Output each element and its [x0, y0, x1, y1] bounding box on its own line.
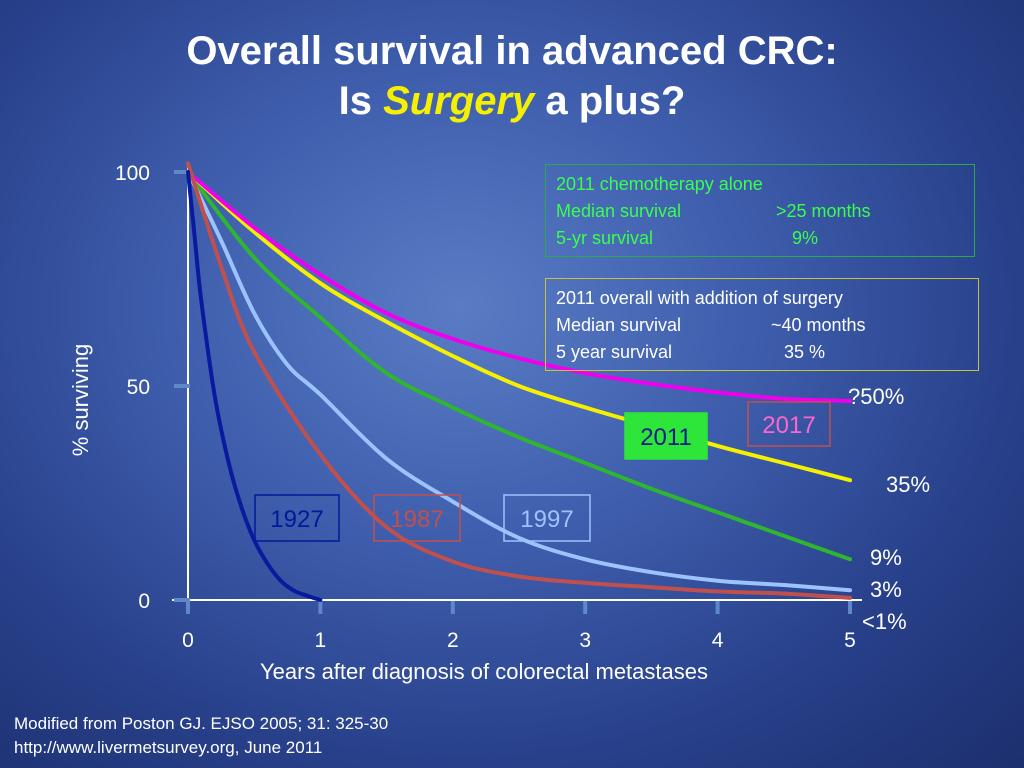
x-tick-label-4: 4: [712, 629, 724, 652]
chemo-median-label: Median survival: [556, 201, 682, 221]
end-label-2: 9%: [870, 545, 902, 570]
chemo-box-heading: 2011 chemotherapy alone: [556, 174, 763, 194]
x-tick-label-2: 2: [447, 629, 459, 652]
surgery-median-label: Median survival: [556, 315, 682, 335]
series-line-2017: [186, 170, 852, 403]
year-box-2011: [624, 412, 708, 460]
series-line-1987: [186, 161, 852, 600]
source-url: http://www.livermetsurvey.org, June 2011: [14, 738, 323, 757]
surgery-5yr-label: 5 year survival: [556, 342, 673, 362]
title-line-2: Is Surgery a plus?: [0, 76, 1024, 126]
surgery-info-box: 2011 overall with addition of surgery Me…: [545, 278, 979, 371]
x-axis-title: Years after diagnosis of colorectal meta…: [260, 659, 708, 684]
year-label-2011: 2011: [640, 424, 692, 451]
surgery-5yr-value: 35 %: [784, 342, 826, 362]
year-box-1997: [503, 494, 591, 542]
source-reference: Modified from Poston GJ. EJSO 2005; 31: …: [14, 714, 389, 733]
end-label-4: <1%: [862, 609, 907, 634]
series-line-1927: [186, 170, 323, 602]
x-tick-label-0: 0: [182, 629, 194, 652]
surgery-box-heading: 2011 overall with addition of surgery: [556, 288, 843, 308]
chemo-5yr-value: 9%: [792, 228, 819, 248]
y-tick-label-50: 50: [127, 376, 150, 399]
y-tick-label-100: 100: [115, 162, 150, 185]
title-line-1: Overall survival in advanced CRC:: [186, 29, 838, 73]
title-suffix: a plus?: [534, 79, 686, 123]
end-label-1: 35%: [886, 472, 930, 497]
chemo-median-value: >25 months: [776, 201, 871, 221]
end-label-0: ?50%: [848, 384, 904, 409]
year-label-2017: 2017: [762, 412, 815, 439]
x-tick-label-5: 5: [844, 629, 856, 652]
year-label-1927: 1927: [270, 506, 323, 533]
x-tick-label-3: 3: [579, 629, 591, 652]
end-label-3: 3%: [870, 577, 902, 602]
year-label-1997: 1997: [520, 506, 573, 533]
series-line-2011-overall-with-addition-of-surgery: [186, 170, 852, 483]
x-tick-label-1: 1: [315, 629, 327, 652]
y-tick-label-0: 0: [138, 590, 150, 613]
y-axis-title: % surviving: [68, 344, 93, 456]
slide-title: Overall survival in advanced CRC: Is Sur…: [0, 26, 1024, 126]
series-line-1997: [186, 170, 852, 593]
year-box-1987: [373, 494, 461, 542]
title-highlight-surgery: Surgery: [383, 79, 535, 123]
series-line-2011: [186, 170, 852, 562]
chemo-5yr-label: 5-yr survival: [556, 228, 654, 248]
title-prefix: Is: [338, 79, 384, 123]
year-box-2017: [747, 401, 831, 447]
year-box-1927: [254, 494, 340, 542]
year-label-1987: 1987: [390, 506, 443, 533]
source-citation: Modified from Poston GJ. EJSO 2005; 31: …: [14, 712, 388, 760]
surgery-median-value: ~40 months: [771, 315, 866, 335]
chemotherapy-info-box: 2011 chemotherapy alone Median survival >…: [545, 164, 975, 257]
